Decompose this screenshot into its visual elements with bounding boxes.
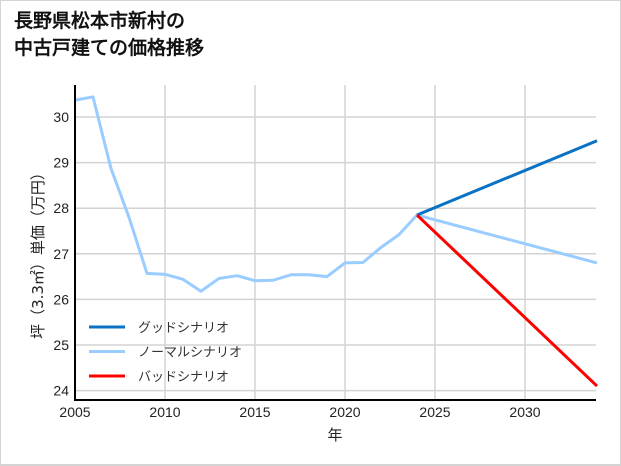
x-tick-label: 2010 [149, 404, 180, 420]
x-tick-label: 2025 [419, 404, 450, 420]
legend-item: グッドシナリオ [89, 321, 229, 336]
x-axis-label: 年 [327, 426, 342, 444]
series-line [416, 139, 598, 217]
legend-item: バッドシナリオ [89, 370, 229, 385]
y-tick-labels: 24 25 26 27 28 29 30 [53, 109, 69, 399]
legend-item: ノーマルシナリオ [89, 346, 242, 361]
y-tick-label: 27 [53, 246, 69, 262]
axes [74, 85, 596, 401]
legend-label: バッドシナリオ [138, 370, 229, 385]
y-tick-label: 25 [53, 337, 69, 353]
y-tick-label: 28 [53, 200, 69, 216]
y-tick-label: 24 [53, 383, 69, 399]
y-axis-label: 坪（3.3㎡）単価（万円） [29, 165, 47, 339]
x-tick-labels: 2005 2010 2015 2020 2025 2030 [59, 404, 540, 420]
y-tick-label: 26 [53, 291, 69, 307]
legend-label: ノーマルシナリオ [138, 346, 242, 361]
x-tick-label: 2015 [239, 404, 270, 420]
x-tick-label: 2020 [329, 404, 360, 420]
title-line-1: 長野県松本市新村の [14, 10, 186, 32]
x-tick-label: 2005 [59, 404, 90, 420]
x-tick-label: 2030 [509, 404, 540, 420]
y-tick-label: 30 [53, 109, 69, 125]
chart-title: 長野県松本市新村の 中古戸建ての価格推移 [14, 8, 204, 62]
series-line [74, 95, 598, 293]
legend-label: グッドシナリオ [138, 321, 229, 336]
y-tick-label: 29 [53, 155, 69, 171]
title-line-2: 中古戸建ての価格推移 [14, 37, 205, 59]
grid-lines [75, 85, 596, 400]
series-lines [74, 95, 599, 388]
series-line [415, 213, 599, 388]
